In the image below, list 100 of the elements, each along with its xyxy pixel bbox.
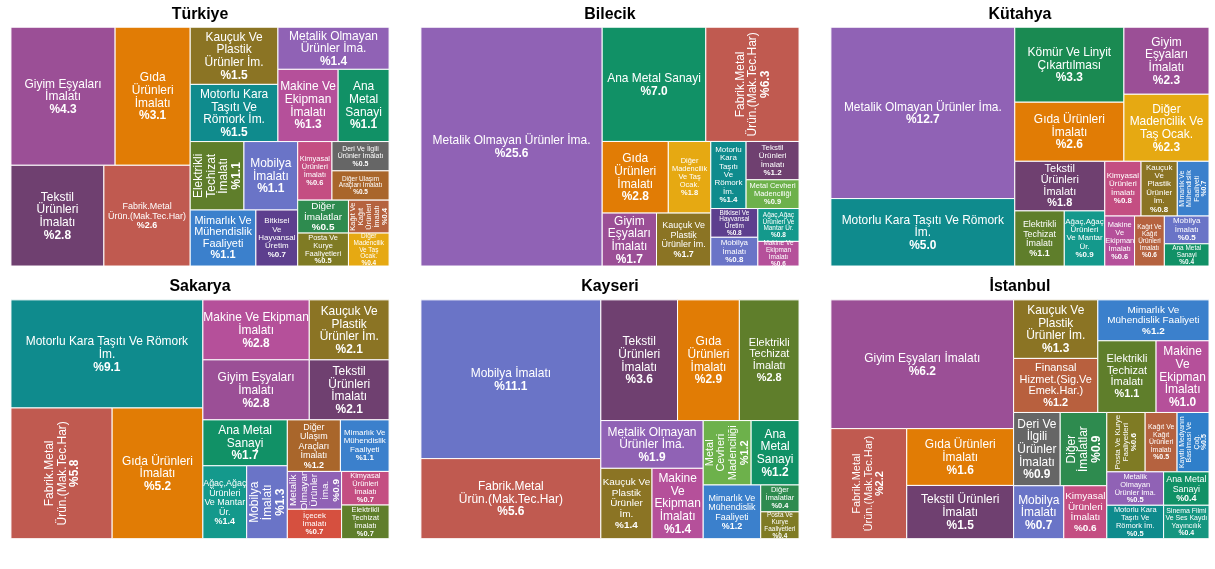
data-label: %2.8 [756, 370, 782, 383]
category-label: Mobilya İmalatı [470, 365, 552, 380]
category-label: Ana Metal Sanayi [756, 426, 794, 467]
data-label: %0.7 [305, 527, 325, 537]
category-label: Elektrikli Techizat İmalatı [1022, 219, 1057, 249]
data-label: %1.6 [946, 462, 975, 477]
data-label: %5.2 [143, 478, 172, 493]
data-label: %2.8 [43, 227, 72, 242]
category-label: Ana Metal Sanayi [607, 70, 701, 85]
data-label: %3.6 [625, 372, 654, 387]
data-label: %9.1 [93, 359, 121, 374]
data-label: %12.7 [905, 112, 941, 127]
data-label: %1.3 [1042, 341, 1070, 356]
category-label: Tekstil Ürünleri İmalatı [328, 363, 371, 404]
category-label: Ağaç,Ağaç Ürünleri Ve Mantar Ür. [1065, 216, 1104, 251]
data-label: %1.8 [1047, 196, 1073, 209]
category-label: Ana Metal Sanayi [345, 79, 382, 119]
category-label: Kauçuk Ve Plastik Ürünler İm. [1026, 303, 1086, 343]
text: Türkiye [171, 4, 229, 22]
category-label: Fabrik.Metal Ürün.(Mak.Tec.Har) [458, 478, 563, 506]
category-label: Mimarlık Ve Mühendislik Faaliyeti [194, 213, 253, 249]
data-label: %2.8 [242, 335, 271, 350]
category-label: Mobilya İmalatı [250, 156, 292, 183]
data-label: %1.2 [737, 440, 750, 466]
data-label: %1.7 [615, 251, 644, 266]
category-label: Makine Ve Ekipman İmalatı [280, 79, 337, 119]
data-label: %1.1 [229, 161, 244, 190]
data-label: %0.7 [267, 249, 287, 259]
category-label: Diğer İmalatlar [304, 200, 343, 222]
category-label: Mobilya İmalatı [1172, 216, 1201, 234]
category-label: Tekstil Ürünleri İmalatı [1040, 161, 1079, 197]
category-label: Motorlu Kara Taşıtı Ve Römork İm. [25, 334, 189, 361]
category-label: Fabrik.Metal Ürün.(Mak.Tec.Har) [41, 421, 69, 526]
data-label: %1.5 [220, 124, 249, 139]
data-label: %2.6 [136, 220, 158, 231]
data-label: %1.3 [272, 488, 287, 516]
data-label: %0.9 [1089, 435, 1104, 463]
data-label: %0.8 [725, 255, 744, 265]
category-label: Mobilya İmalatı [720, 238, 749, 256]
category-label: Metalik Olmayan Ürünler İma. [289, 28, 378, 56]
category-label: Fabrik.Metal Ürün.(Mak.Tec.Har) [732, 32, 760, 137]
category-label: Finansal Hizmet.(Sig.Ve Emek.Har.) [1019, 361, 1092, 397]
category-label: Gıda Ürünleri İmalatı [924, 437, 996, 464]
text: Kütahya [988, 4, 1052, 22]
category-label: Metal Cevheri Madenciliği [702, 425, 738, 481]
category-label: Kömür Ve Linyit Çıkartılması [1027, 45, 1112, 72]
category-label: Tekstil Ürünleri İmalatı [758, 142, 787, 169]
category-label: Ana Metal Sanayi [218, 423, 272, 450]
data-label: %2.9 [694, 372, 723, 387]
data-label: %6.3 [758, 70, 773, 98]
data-label: %5.6 [497, 504, 525, 519]
text: İstanbul [989, 277, 1051, 295]
category-label: Mobilya İmalatı [1018, 492, 1060, 520]
data-label: %0.4 [1176, 493, 1197, 504]
category-label: Diğer İmalatlar [1063, 426, 1091, 473]
category-label: Ağaç,Ağaç Ürünleri Ve Mantar Ür. [203, 478, 247, 517]
category-label: Metalik Olmayan Ürünler İma. [432, 133, 591, 148]
data-label: %4.3 [49, 101, 77, 116]
category-label: Gıda Ürünleri İmalatı [614, 151, 657, 191]
category-label: Kimyasal Ürünleri İmalatı [1065, 490, 1106, 523]
data-label: %0.6 [1073, 522, 1098, 534]
category-label: Mobilya İmalatı [247, 481, 274, 523]
category-label: Makine Ve Ekipman İmalatı [203, 310, 309, 337]
category-label: Motorlu Kara Taşıtı Ve Römork İm. [714, 144, 743, 196]
category-label: Kauçuk Ve Plastik Ürünler İm. [319, 303, 379, 344]
category-label: Fabrik.Metal Ürün.(Mak.Tec.Har) [108, 201, 187, 221]
category-label: Elektrikli Techizat İmalatı [748, 335, 790, 371]
category-label: İçecek İmalatı [302, 510, 327, 528]
data-label: %0.9 [329, 478, 341, 502]
data-label: %1.1 [210, 248, 236, 261]
category-label: Giyim Eşyaları İmalatı [217, 370, 295, 397]
data-label: %5.0 [909, 237, 937, 252]
data-label: %0.5 [311, 221, 335, 233]
category-label: Metalik Olmayan Ürünler İma. [607, 424, 697, 452]
data-label: %1.4 [664, 521, 692, 536]
data-label: %0.5 [1177, 233, 1197, 243]
text: Kayseri [581, 277, 639, 295]
category-label: Gıda Ürünleri İmalatı [131, 70, 174, 110]
data-label: %0.9 [1075, 250, 1095, 260]
category-label: Diğer Ulaşım Araçları İmalatı [298, 421, 330, 461]
data-label: %1.5 [220, 67, 249, 82]
data-label: %1.3 [294, 117, 322, 132]
data-label: %2.1 [335, 401, 364, 416]
data-label: %2.2 [873, 471, 886, 497]
data-label: %2.8 [242, 395, 271, 410]
data-label: %1.1 [1029, 247, 1050, 258]
category-label: Gıda Ürünleri İmalatı [122, 453, 194, 481]
category-label: Mimarlık Ve Mühendislik Faaliyeti [1107, 303, 1200, 326]
data-label: %2.6 [1055, 137, 1084, 152]
data-label: %2.1 [335, 341, 364, 356]
data-label: %3.3 [1055, 70, 1084, 85]
category-label: Ana Metal Sanayi [1166, 474, 1207, 494]
category-label: Elektrikli Techizat İmalatı [1106, 352, 1148, 388]
data-label: %1.2 [1043, 395, 1069, 408]
data-label: %1.2 [721, 521, 743, 532]
data-label: %3.1 [139, 108, 167, 123]
category-label: Tekstil Ürünleri İmalatı [36, 189, 79, 229]
category-label: Tekstil Ürünleri İmalatı [921, 492, 1000, 520]
category-label: Kauçuk Ve Plastik Ürünler İm. [661, 220, 706, 250]
data-label: %1.5 [946, 517, 975, 532]
